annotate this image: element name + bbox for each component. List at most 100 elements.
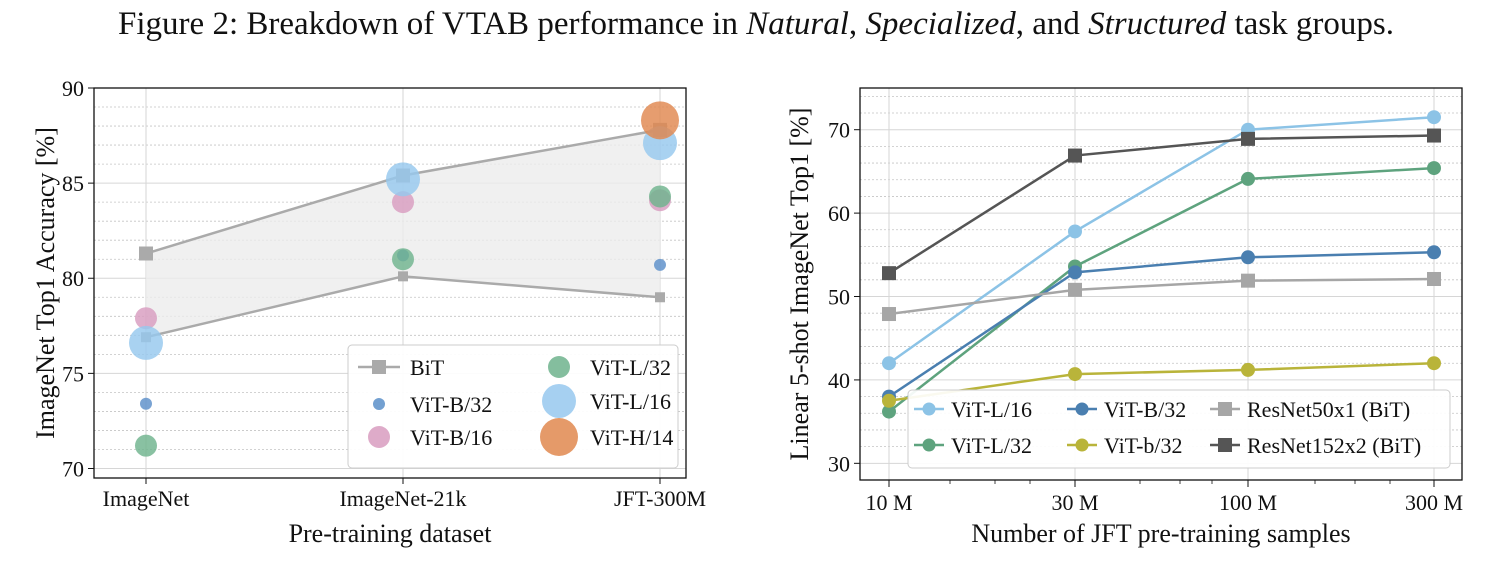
right-chart: 30 40 50 60 70 10 M 30 M 100 M 300 M Number of JF…: [785, 87, 1463, 548]
bubble-vit-l-16: [386, 162, 420, 197]
point-resnet50x1-bit-: [1427, 271, 1441, 286]
legend-1: BiT ViT-B/32 ViT-B/16 ViT-L/32 ViT-L/16 ViT-H…: [347, 344, 679, 469]
bubble-vit-l-16: [129, 325, 163, 360]
point-vit-b-32: [1241, 362, 1255, 377]
line-vit-b-32: [888, 251, 1435, 398]
legend-label: ViT-L/32: [951, 433, 1032, 458]
point-vit-b-32: [1427, 245, 1441, 260]
point-resnet50x1-bit-: [1068, 282, 1082, 297]
legend-marker: [922, 402, 936, 416]
legend-label: ResNet152x2 (BiT): [1247, 433, 1421, 458]
caption-suffix: task groups.: [1226, 6, 1394, 42]
point-vit-l-16: [882, 356, 896, 371]
bit-marker: [655, 292, 665, 303]
legend-label: ViT-B/16: [410, 425, 492, 450]
legend-label: ResNet50x1 (BiT): [1247, 397, 1410, 422]
point-vit-l-32: [882, 404, 896, 419]
left-chart: 70 75 80 85 90 ImageNet ImageNet-21k JFT-300M Pr…: [31, 76, 706, 548]
legend-marker: [548, 356, 570, 378]
legend-label: BiT: [410, 355, 445, 380]
point-vit-l-16: [1427, 110, 1441, 125]
bubble-vit-h-14: [641, 101, 679, 140]
plot-frame-1: [93, 87, 687, 479]
line-vit-l-32: [888, 166, 1435, 413]
legend-label: ViT-b/32: [1104, 433, 1183, 458]
y-tick-label: 30: [828, 451, 850, 476]
bit-band: [146, 129, 660, 338]
bit-marker: [398, 271, 408, 282]
point-resnet152x2-bit-: [1241, 131, 1255, 146]
x-tick-label: JFT-300M: [614, 486, 706, 511]
legend-marker: [1075, 438, 1089, 452]
line-resnet50x1-bit-: [888, 277, 1435, 316]
x-tick-label: 300 M: [1405, 490, 1463, 515]
bubble-vit-b-32: [140, 397, 152, 410]
x-axis-label: Pre-training dataset: [289, 519, 493, 548]
y-axis-label: ImageNet Top1 Accuracy [%]: [31, 127, 60, 439]
x-tick-label: 30 M: [1051, 490, 1098, 515]
point-vit-l-16: [1068, 224, 1082, 239]
plot-frame-2: [859, 87, 1463, 481]
caption-specialized: Specialized: [865, 6, 1016, 42]
caption-structured: Structured: [1088, 6, 1227, 42]
bubble-vit-l-32: [135, 434, 157, 457]
bubble-vit-b-16: [392, 191, 414, 214]
caption-prefix: Figure 2: Breakdown of VTAB performance …: [118, 6, 747, 42]
legend-marker: [1218, 438, 1232, 452]
legend-label: ViT-H/14: [590, 425, 673, 450]
legend-label: ViT-B/32: [410, 392, 492, 417]
legend-marker: [542, 384, 576, 418]
legend-marker: [1075, 402, 1089, 416]
point-vit-b-32: [1427, 356, 1441, 371]
y-tick-label: 50: [828, 285, 850, 310]
legend-box: [347, 344, 679, 469]
bubble-vit-l-32: [392, 248, 414, 271]
point-resnet152x2-bit-: [1427, 128, 1441, 143]
point-vit-b-32: [1068, 367, 1082, 382]
point-vit-l-32: [1427, 161, 1441, 176]
point-vit-b-32: [1241, 250, 1255, 265]
legend-label: ViT-L/16: [590, 389, 671, 414]
legend-label: ViT-L/16: [951, 397, 1032, 422]
point-resnet50x1-bit-: [882, 307, 896, 322]
caption-sep1: ,: [848, 6, 866, 42]
y-tick-label: 70: [828, 118, 850, 143]
bit-marker: [139, 246, 153, 261]
y-tick-label: 40: [828, 368, 850, 393]
y-tick-label: 80: [62, 266, 84, 291]
point-vit-b-32: [1068, 265, 1082, 280]
legend-marker: [922, 438, 936, 452]
caption-sep2: , and: [1015, 6, 1089, 42]
point-vit-b-32: [882, 393, 896, 408]
bubble-vit-l-32: [649, 185, 671, 208]
bubble-vit-b-32: [654, 258, 666, 271]
legend-2: ViT-L/16 ViT-B/32 ResNet50x1 (BiT) ViT-L/32…: [907, 389, 1451, 469]
legend-marker: [540, 418, 578, 456]
figure-caption: Figure 2: Breakdown of VTAB performance …: [0, 6, 1512, 43]
legend-marker: [373, 398, 385, 410]
x-axis-label: Number of JFT pre-training samples: [971, 519, 1350, 548]
y-tick-label: 75: [62, 361, 84, 386]
point-resnet50x1-bit-: [1241, 273, 1255, 288]
x-tick-label: ImageNet-21k: [339, 486, 466, 511]
caption-natural: Natural: [746, 6, 849, 42]
legend-label: ViT-B/32: [1104, 397, 1186, 422]
y-tick-label: 85: [62, 171, 84, 196]
x-tick-label: 10 M: [865, 490, 912, 515]
point-resnet152x2-bit-: [1068, 148, 1082, 163]
x-tick-label: 100 M: [1219, 490, 1277, 515]
x-tick-label: ImageNet: [103, 486, 190, 511]
legend-marker: [368, 426, 390, 448]
legend-label: ViT-L/32: [590, 355, 671, 380]
point-resnet152x2-bit-: [882, 266, 896, 281]
legend-bit-marker: [372, 360, 386, 374]
line-vit-b-32: [888, 361, 1435, 403]
y-tick-label: 60: [828, 201, 850, 226]
bubble-vit-b-16: [135, 307, 157, 330]
line-vit-l-16: [888, 115, 1435, 365]
line-resnet152x2-bit-: [888, 134, 1435, 275]
legend-marker: [1218, 402, 1232, 416]
y-tick-label: 90: [62, 76, 84, 101]
y-tick-label: 70: [62, 456, 84, 481]
